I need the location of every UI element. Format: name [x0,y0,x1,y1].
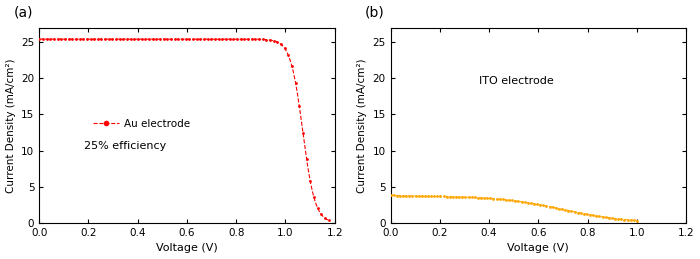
X-axis label: Voltage (V): Voltage (V) [156,243,218,254]
Text: 25% efficiency: 25% efficiency [83,141,166,151]
Y-axis label: Current Density (mA/cm²): Current Density (mA/cm²) [357,58,367,192]
Y-axis label: Current Density (mA/cm²): Current Density (mA/cm²) [6,58,15,192]
Legend: Au electrode: Au electrode [89,115,195,133]
Text: ITO electrode: ITO electrode [480,76,554,87]
X-axis label: Voltage (V): Voltage (V) [508,243,569,254]
Text: (a): (a) [14,6,34,20]
Text: (b): (b) [365,6,385,20]
